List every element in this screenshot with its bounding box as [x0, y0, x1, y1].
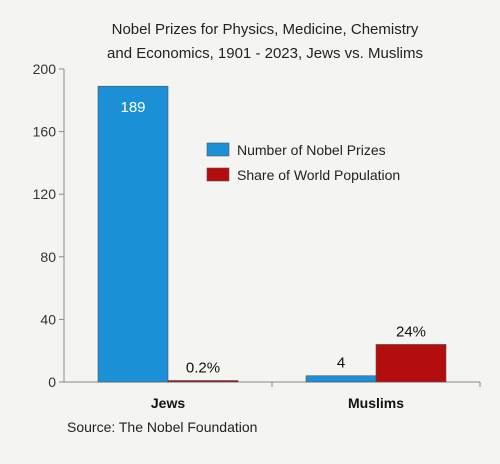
chart-title-line-1: Nobel Prizes for Physics, Medicine, Chem…: [112, 21, 419, 38]
y-tick-label: 0: [48, 374, 56, 390]
y-tick-label: 80: [40, 249, 56, 265]
data-label: 4: [337, 355, 345, 372]
chart-title-line-2: and Economics, 1901 - 2023, Jews vs. Mus…: [107, 45, 423, 62]
bar: [167, 380, 239, 383]
source-note: Source: The Nobel Foundation: [67, 419, 257, 435]
data-label: 0.2%: [186, 360, 220, 377]
y-tick-label: 40: [40, 311, 56, 327]
y-tick-label: 120: [33, 186, 57, 202]
legend-label: Number of Nobel Prizes: [237, 142, 386, 158]
data-label: 24%: [396, 323, 426, 340]
y-tick-label: 200: [33, 61, 57, 77]
legend-label: Share of World Population: [237, 167, 400, 183]
x-category-label: Muslims: [348, 395, 404, 411]
bars: 189 4 0.2% 24%: [97, 85, 447, 383]
axes: 0 40 80 120 160 200 Jews Muslims: [33, 61, 481, 411]
x-category-label: Jews: [151, 395, 185, 411]
legend-swatch: [206, 142, 230, 157]
bar: [97, 85, 169, 383]
y-tick-label: 160: [33, 124, 57, 140]
legend: Number of Nobel Prizes Share of World Pop…: [206, 142, 400, 183]
legend-swatch: [206, 167, 230, 182]
bar: [305, 375, 377, 383]
bar: [375, 344, 447, 383]
data-label: 189: [120, 99, 145, 116]
